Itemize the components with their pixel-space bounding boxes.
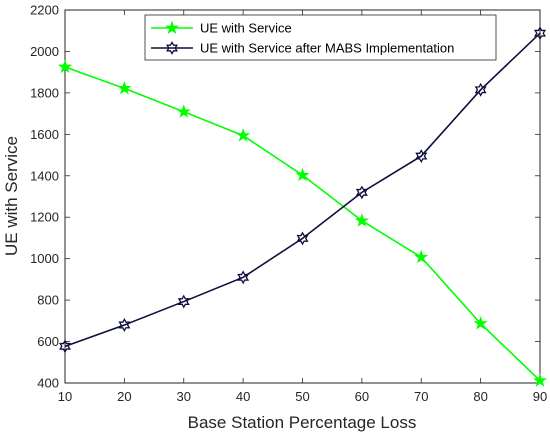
y-tick-label: 400: [37, 376, 59, 391]
data-point: [57, 59, 73, 73]
legend-label: UE with Service after MABS Implementatio…: [200, 41, 454, 56]
y-tick-label: 1800: [30, 85, 59, 100]
x-tick-label: 70: [414, 389, 428, 404]
legend-box: [144, 14, 497, 61]
data-point: [534, 26, 546, 41]
y-tick-label: 1600: [30, 127, 59, 142]
y-tick-label: 1000: [30, 251, 59, 266]
series-1: [57, 59, 548, 387]
legend-label: UE with Service: [200, 21, 292, 36]
x-tick-label: 40: [236, 389, 250, 404]
data-point: [355, 185, 368, 200]
data-point: [176, 104, 191, 118]
legend-entry-2: UE with Service after MABS Implementatio…: [151, 41, 454, 56]
data-point: [296, 231, 309, 246]
data-point: [118, 318, 131, 332]
x-tick-label: 90: [533, 389, 547, 404]
data-point: [236, 128, 251, 142]
legend-swatch-marker: [164, 20, 180, 34]
y-axis-title: UE with Service: [2, 136, 21, 256]
data-point: [473, 316, 488, 330]
legend-entry-1: UE with Service: [151, 21, 292, 36]
plot-area: [64, 9, 541, 384]
x-tick-label: 60: [355, 389, 369, 404]
data-point: [474, 82, 487, 97]
x-tick-label: 50: [295, 389, 309, 404]
data-point: [59, 339, 71, 354]
data-point: [295, 167, 310, 182]
axis-ticks: 10 20 30 40 50 60 70 80 90 400 600 800 1000 1200 1400 1…: [30, 3, 547, 405]
series-lines: [57, 26, 548, 387]
x-tick-label: 30: [177, 389, 191, 404]
y-tick-label: 800: [37, 293, 59, 308]
y-tick-label: 1200: [30, 210, 59, 225]
x-tick-label: 80: [473, 389, 487, 404]
y-tick-label: 2000: [30, 44, 59, 59]
data-point: [414, 249, 429, 264]
series-line: [64, 32, 541, 348]
data-point: [177, 294, 190, 309]
data-point: [532, 373, 548, 387]
x-axis-title: Base Station Percentage Loss: [188, 413, 417, 432]
x-tick-label: 20: [117, 389, 131, 404]
data-point: [354, 213, 369, 227]
y-tick-label: 2200: [30, 3, 59, 18]
data-point: [415, 149, 428, 164]
series-2: [59, 26, 546, 354]
legend: UE with Service UE with Service after MAB…: [144, 14, 497, 61]
legend-swatch-marker: [166, 41, 178, 55]
x-tick-label: 10: [58, 389, 72, 404]
y-tick-label: 1400: [30, 168, 59, 183]
data-point: [117, 80, 132, 95]
y-tick-label: 600: [37, 334, 59, 349]
data-point: [237, 270, 250, 285]
